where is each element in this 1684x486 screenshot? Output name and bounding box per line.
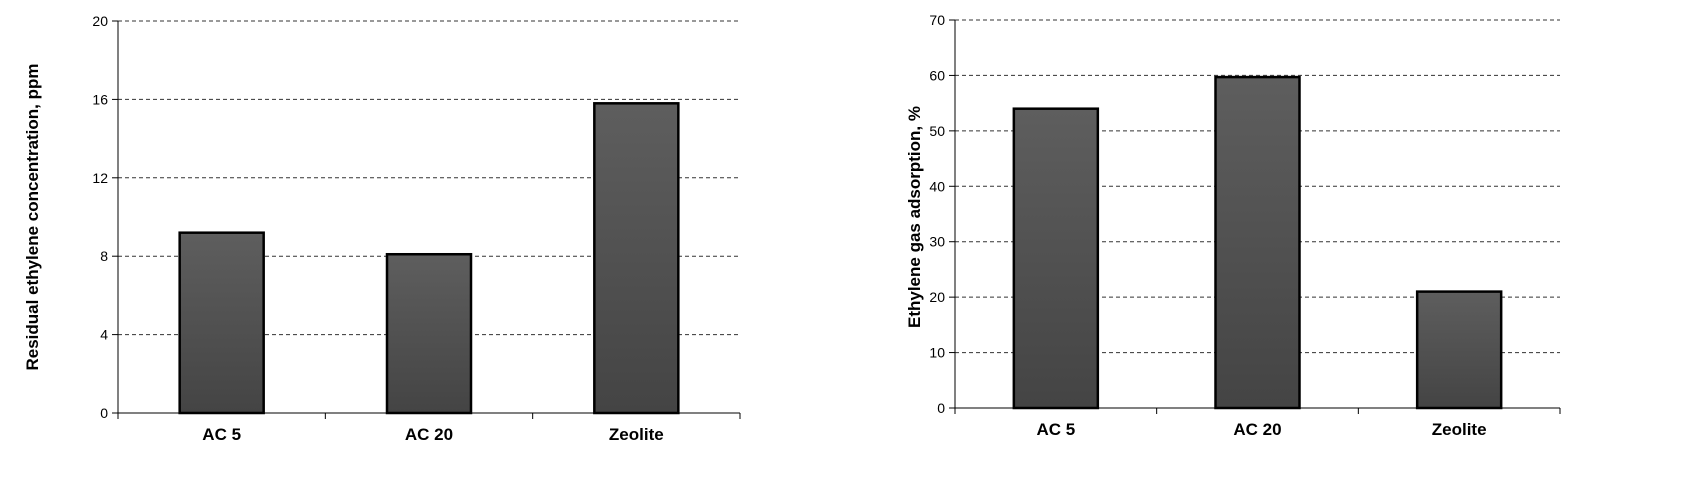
x-tick-label-0: AC 5 xyxy=(202,425,241,444)
bar-2 xyxy=(1415,290,1503,410)
y-tick-label: 10 xyxy=(929,345,945,361)
y-tick-label: 60 xyxy=(929,67,945,83)
bar-0 xyxy=(1012,107,1100,410)
y-tick-label: 0 xyxy=(100,405,108,421)
ethylene-adsorption-chart: Ethylene gas adsorption, % 0 10 20 30 40 50 60… xyxy=(905,12,1561,439)
x-tick-label-1: AC 20 xyxy=(405,425,453,444)
bar-1 xyxy=(385,252,473,415)
y-tick-label: 16 xyxy=(92,91,108,107)
x-tick-label-2: Zeolite xyxy=(609,425,664,444)
y-tick-label: 30 xyxy=(929,234,945,250)
x-tick-label-2: Zeolite xyxy=(1432,420,1487,439)
y-tick-label: 50 xyxy=(929,123,945,139)
y-tick-label: 12 xyxy=(92,170,108,186)
y-tick-label: 20 xyxy=(92,13,108,29)
y-tick-label: 0 xyxy=(937,400,945,416)
bar-1 xyxy=(1214,75,1301,410)
y-axis-label: Residual ethylene concentration, ppm xyxy=(23,63,42,370)
x-tick-label-0: AC 5 xyxy=(1036,420,1075,439)
bar-0 xyxy=(178,231,265,415)
y-tick-label: 4 xyxy=(100,327,108,343)
y-tick-label: 20 xyxy=(929,289,945,305)
y-tick-label: 70 xyxy=(929,12,945,28)
bar-2 xyxy=(593,102,680,415)
y-tick-label: 8 xyxy=(100,248,108,264)
residual-ethylene-chart: Residual ethylene concentration, ppm 0 4 8… xyxy=(23,13,741,444)
y-axis-label: Ethylene gas adsorption, % xyxy=(905,106,924,328)
x-tick-label-1: AC 20 xyxy=(1233,420,1281,439)
y-tick-label: 40 xyxy=(929,178,945,194)
